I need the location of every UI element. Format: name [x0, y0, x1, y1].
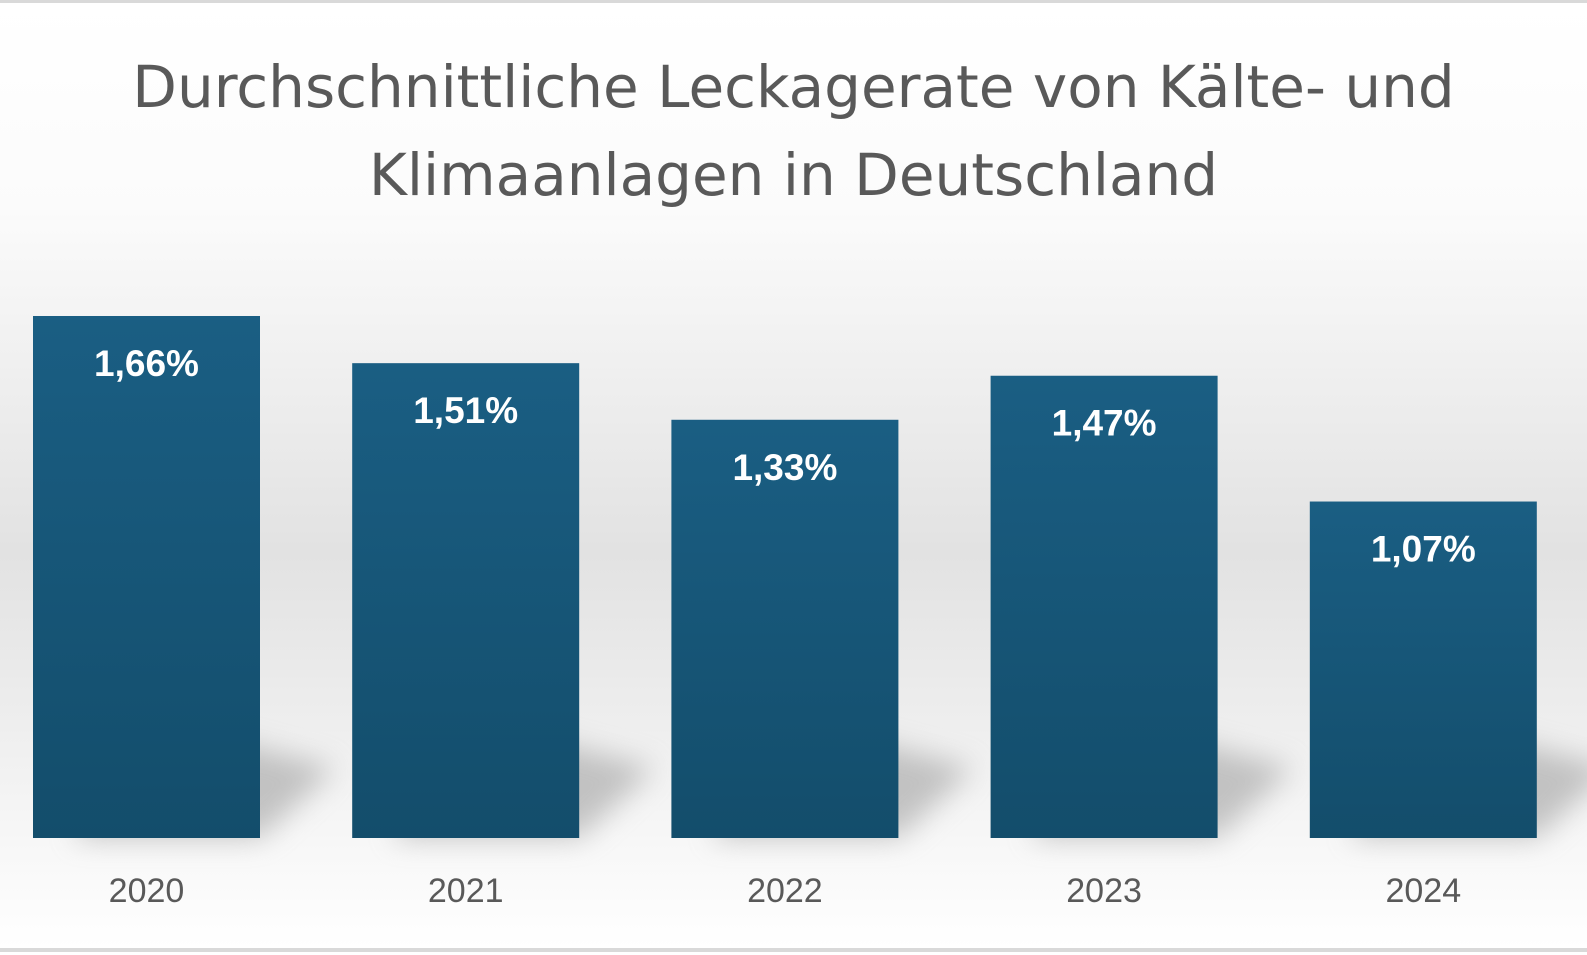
bars	[33, 316, 1537, 838]
x-tick-label-2024: 2024	[1385, 872, 1461, 910]
bar-chart: 1,66%1,51%1,33%1,47%1,07% 2020 2021 2022 20…	[33, 316, 1587, 910]
x-tick-label-2023: 2023	[1066, 872, 1142, 910]
x-tick-label-2022: 2022	[747, 872, 823, 910]
data-label-2024: 1,07%	[1371, 529, 1476, 570]
data-label-2021: 1,51%	[413, 390, 518, 431]
chart-title-line-1: Durchschnittliche Leckagerate von Kälte-…	[132, 53, 1455, 121]
data-label-2020: 1,66%	[94, 343, 199, 384]
chart-title: Durchschnittliche Leckagerate von Kälte-…	[0, 43, 1587, 219]
bar-2022	[671, 419, 899, 838]
bar-2020	[33, 316, 260, 838]
data-labels: 1,66% 1,51% 1,33% 1,47% 1,07%	[94, 343, 1476, 570]
x-tick-label-2020: 2020	[109, 872, 185, 910]
bar-2024	[1309, 501, 1537, 838]
data-label-2023: 1,47%	[1052, 403, 1157, 444]
x-tick-label-2021: 2021	[428, 872, 504, 910]
chart-title-line-2: Klimaanlagen in Deutschland	[368, 141, 1219, 209]
x-axis-tick-labels: 2020 2021 2022 2023 2024	[109, 872, 1461, 910]
data-label-2022: 1,33%	[732, 447, 837, 488]
bar-2021	[352, 363, 580, 838]
bar-2023	[990, 375, 1218, 838]
